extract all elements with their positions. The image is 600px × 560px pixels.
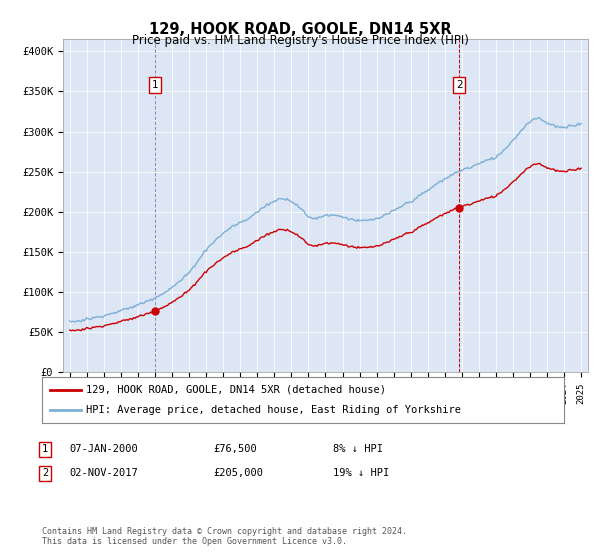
Text: Contains HM Land Registry data © Crown copyright and database right 2024.
This d: Contains HM Land Registry data © Crown c… [42,526,407,546]
Text: £76,500: £76,500 [213,444,257,454]
Text: £205,000: £205,000 [213,468,263,478]
Text: 2: 2 [456,80,463,90]
Text: 8% ↓ HPI: 8% ↓ HPI [333,444,383,454]
Text: 07-JAN-2000: 07-JAN-2000 [69,444,138,454]
Text: 1: 1 [42,444,48,454]
Text: 19% ↓ HPI: 19% ↓ HPI [333,468,389,478]
Text: HPI: Average price, detached house, East Riding of Yorkshire: HPI: Average price, detached house, East… [86,405,461,415]
Text: 2: 2 [42,468,48,478]
Text: 1: 1 [152,80,158,90]
Text: 129, HOOK ROAD, GOOLE, DN14 5XR: 129, HOOK ROAD, GOOLE, DN14 5XR [149,22,451,38]
Text: 129, HOOK ROAD, GOOLE, DN14 5XR (detached house): 129, HOOK ROAD, GOOLE, DN14 5XR (detache… [86,385,386,395]
Text: 02-NOV-2017: 02-NOV-2017 [69,468,138,478]
Text: Price paid vs. HM Land Registry's House Price Index (HPI): Price paid vs. HM Land Registry's House … [131,34,469,46]
